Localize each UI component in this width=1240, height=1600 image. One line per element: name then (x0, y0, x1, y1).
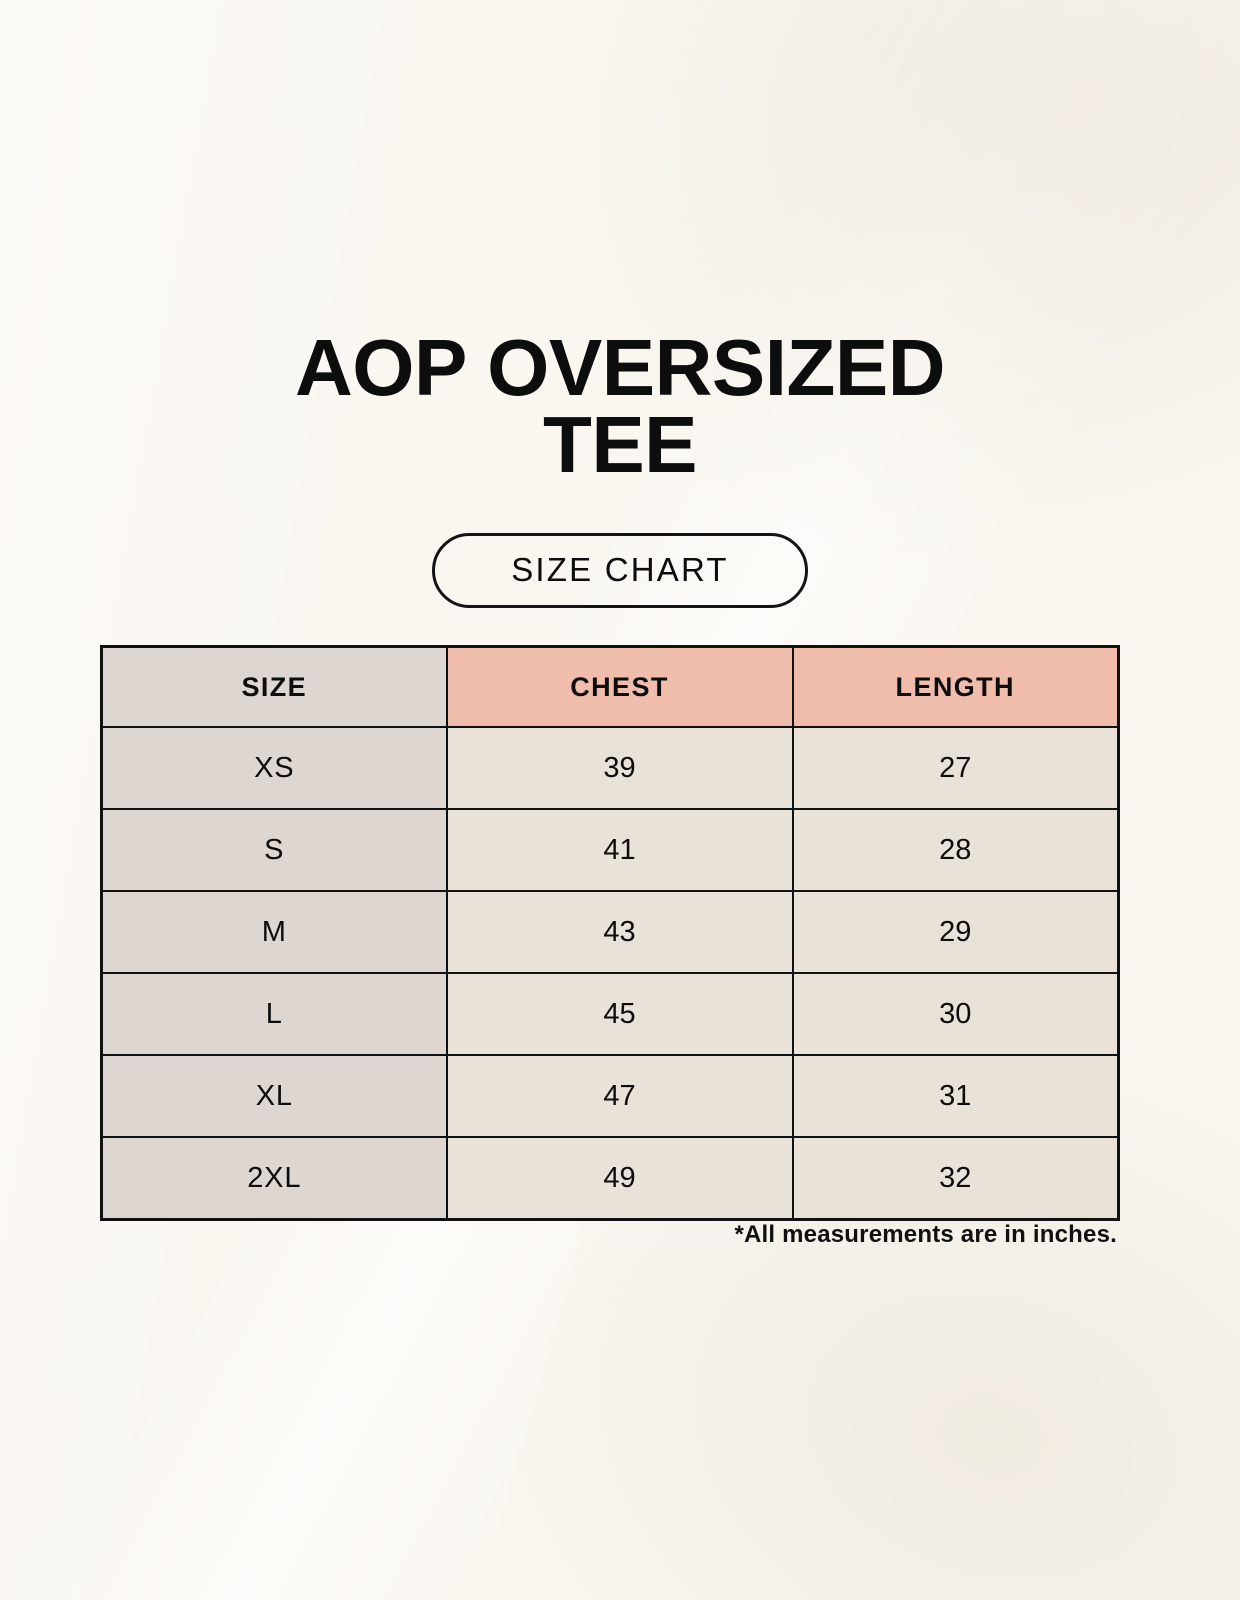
size-chart-badge: SIZE CHART (432, 533, 808, 608)
measurements-footnote: *All measurements are in inches. (734, 1221, 1117, 1248)
cell-chest: 49 (445, 1136, 794, 1221)
table-row: XS 39 27 (100, 726, 1120, 810)
table-header: SIZE CHEST LENGTH (100, 645, 1120, 728)
cell-length: 29 (791, 890, 1120, 974)
cell-size: L (100, 972, 448, 1056)
cell-chest: 41 (445, 808, 794, 892)
cell-chest: 39 (445, 726, 794, 810)
table-row: M 43 29 (100, 890, 1120, 974)
cell-chest: 47 (445, 1054, 794, 1138)
size-chart-table: SIZE CHEST LENGTH XS 39 27 S 41 28 (100, 645, 1120, 1221)
cell-chest: 45 (445, 972, 794, 1056)
title-block: AOP OVERSIZED TEE (0, 323, 1240, 489)
column-header-length: LENGTH (791, 645, 1120, 728)
table-row: L 45 30 (100, 972, 1120, 1056)
cell-length: 28 (791, 808, 1120, 892)
cell-size: XL (100, 1054, 448, 1138)
cell-chest: 43 (445, 890, 794, 974)
cell-size: M (100, 890, 448, 974)
cell-size: 2XL (100, 1136, 448, 1221)
table-header-row: SIZE CHEST LENGTH (100, 645, 1120, 728)
badge-wrap: SIZE CHART (0, 533, 1240, 608)
table-row: 2XL 49 32 (100, 1136, 1120, 1221)
column-header-size: SIZE (100, 645, 448, 728)
cell-length: 30 (791, 972, 1120, 1056)
table-body: XS 39 27 S 41 28 M 43 29 L (100, 726, 1120, 1221)
cell-length: 27 (791, 726, 1120, 810)
page-title: AOP OVERSIZED TEE (295, 323, 945, 489)
cell-size: XS (100, 726, 448, 810)
table-row: S 41 28 (100, 808, 1120, 892)
cell-length: 31 (791, 1054, 1120, 1138)
table-row: XL 47 31 (100, 1054, 1120, 1138)
size-chart-table-wrap: SIZE CHEST LENGTH XS 39 27 S 41 28 (100, 645, 1120, 1221)
cell-length: 32 (791, 1136, 1120, 1221)
column-header-chest: CHEST (445, 645, 794, 728)
cell-size: S (100, 808, 448, 892)
